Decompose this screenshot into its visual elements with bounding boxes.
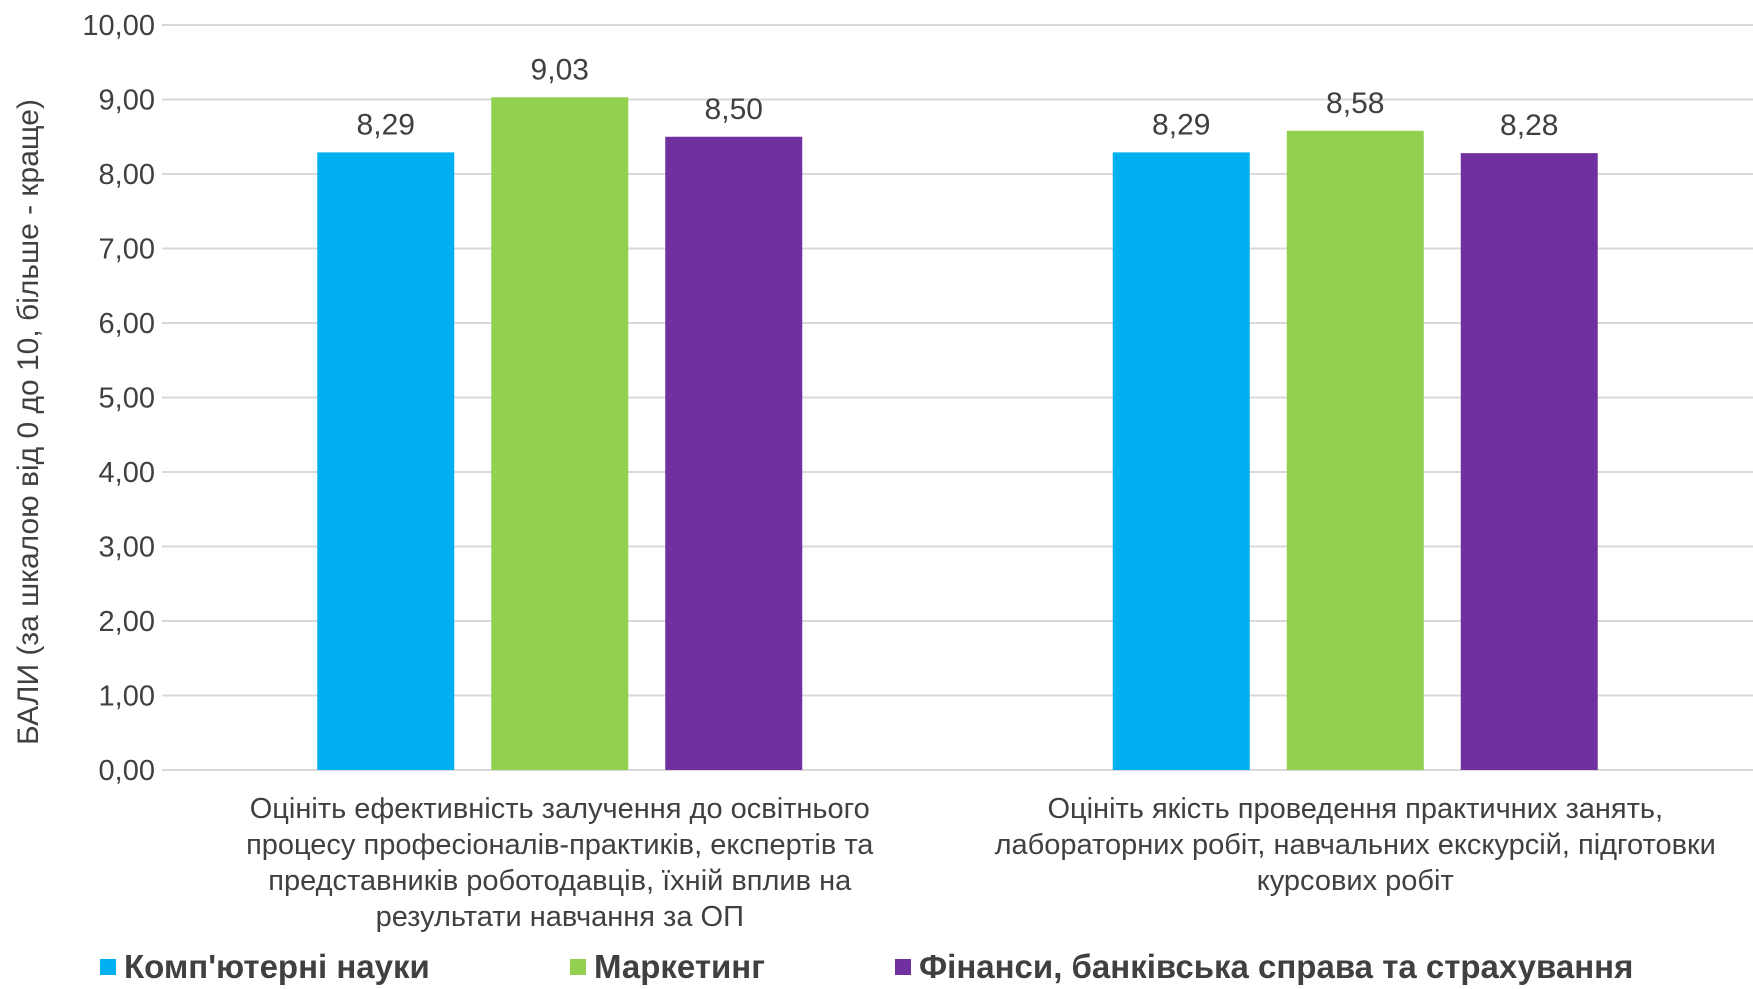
bar — [1286, 130, 1424, 771]
bar-value-label: 8,29 — [1152, 108, 1210, 141]
bar — [1112, 152, 1250, 770]
bar — [491, 97, 629, 770]
legend-label: Фінанси, банківська справа та страхуванн… — [919, 948, 1634, 985]
y-tick-label: 1,00 — [99, 681, 155, 713]
legend-item-computer-science: Комп'ютерні науки — [100, 945, 430, 989]
y-axis-ticks: 0,00 1,00 2,00 3,00 4,00 5,00 6,00 7,00 8,00 9,00… — [82, 10, 155, 787]
y-tick-label: 9,00 — [99, 85, 155, 117]
bar-chart: 0,00 1,00 2,00 3,00 4,00 5,00 6,00 7,00 8,00 9,00… — [12, 10, 1753, 933]
y-tick-label: 2,00 — [99, 606, 155, 638]
bar-value-label: 8,28 — [1500, 109, 1558, 142]
category-label: Оцініть ефективність залучення до освітн… — [250, 793, 870, 825]
legend-swatch — [100, 959, 116, 975]
bars — [317, 97, 1598, 771]
y-tick-label: 4,00 — [99, 457, 155, 489]
bar — [1460, 153, 1598, 770]
category-label: курсових робіт — [1257, 865, 1454, 897]
legend-swatch — [895, 959, 911, 975]
y-axis-label: БАЛИ (за шкалою від 0 до 10, більше - кр… — [12, 99, 45, 745]
category-label: лабораторних робіт, навчальних екскурсій… — [995, 829, 1716, 861]
category-label: процесу професіоналів-практиків, експерт… — [246, 829, 874, 861]
y-tick-label: 7,00 — [99, 234, 155, 266]
category-label: Оцініть якість проведення практичних зан… — [1047, 793, 1663, 825]
y-tick-label: 8,00 — [99, 159, 155, 191]
bar-value-label: 9,03 — [531, 53, 589, 86]
category-labels: Оцініть ефективність залучення до освітн… — [246, 793, 1716, 933]
y-tick-label: 6,00 — [99, 308, 155, 340]
bar-value-label: 8,29 — [357, 108, 415, 141]
y-tick-label: 0,00 — [99, 755, 155, 787]
bar — [317, 152, 455, 770]
bar-value-label: 8,58 — [1326, 87, 1384, 120]
y-tick-label: 5,00 — [99, 383, 155, 415]
legend-label: Маркетинг — [594, 948, 765, 985]
legend-swatch — [570, 959, 586, 975]
data-labels: 8,29 9,03 8,50 8,29 8,58 8,28 — [357, 53, 1559, 142]
legend-label: Комп'ютерні науки — [124, 948, 430, 985]
legend-item-finance: Фінанси, банківська справа та страхуванн… — [895, 945, 1633, 989]
legend-item-marketing: Маркетинг — [570, 945, 765, 989]
y-tick-label: 10,00 — [82, 10, 155, 42]
y-tick-label: 3,00 — [99, 532, 155, 564]
category-label: представників роботодавців, їхній вплив … — [268, 865, 852, 897]
category-label: результати навчання за ОП — [376, 901, 744, 933]
bar-value-label: 8,50 — [705, 93, 763, 126]
bar — [665, 136, 803, 770]
